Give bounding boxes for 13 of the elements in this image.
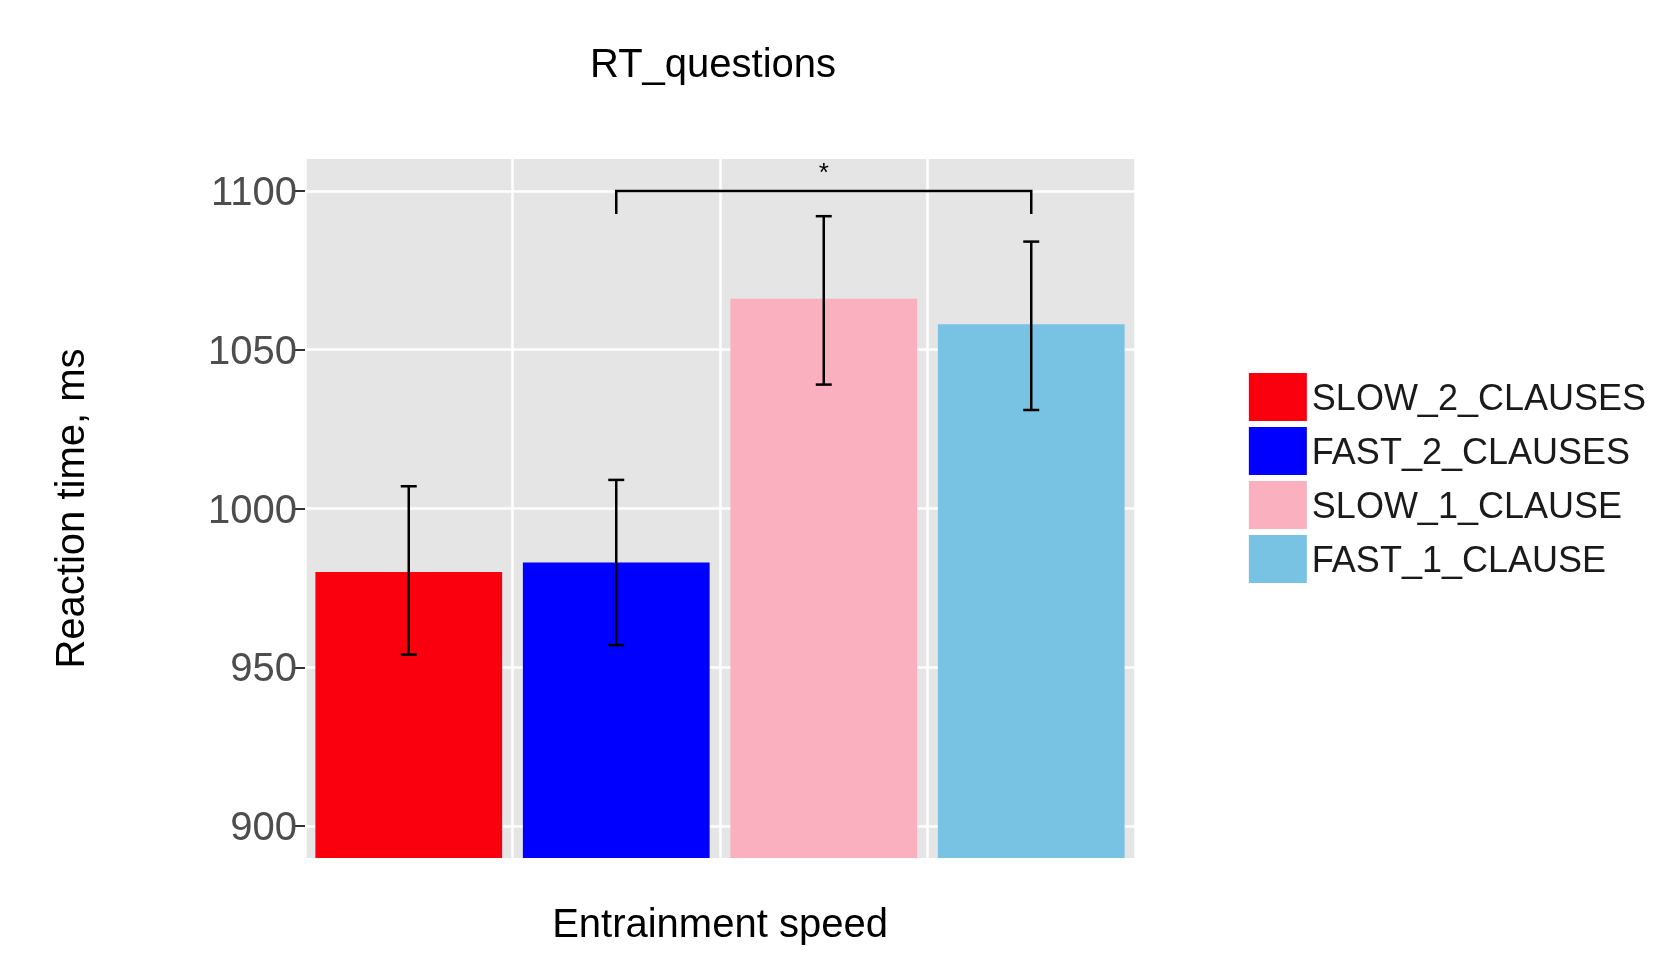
legend-label: SLOW_1_CLAUSE [1311, 484, 1622, 526]
y-tick-label: 900 [230, 804, 297, 849]
annotation: * [818, 157, 829, 187]
x-axis-title: Entrainment speed [552, 901, 888, 945]
legend-label: FAST_2_CLAUSES [1311, 430, 1631, 472]
chart-title: RT_questions [589, 41, 837, 85]
y-tick-label: 1050 [208, 327, 297, 372]
legend-label: FAST_1_CLAUSE [1311, 538, 1606, 580]
y-tick-label: 1000 [208, 486, 297, 531]
y-tick-label: 1100 [210, 168, 297, 213]
y-axis-title: Reaction time, ms [48, 348, 92, 669]
legend-label: SLOW_2_CLAUSES [1311, 376, 1647, 418]
y-tick-label: 950 [230, 645, 297, 690]
